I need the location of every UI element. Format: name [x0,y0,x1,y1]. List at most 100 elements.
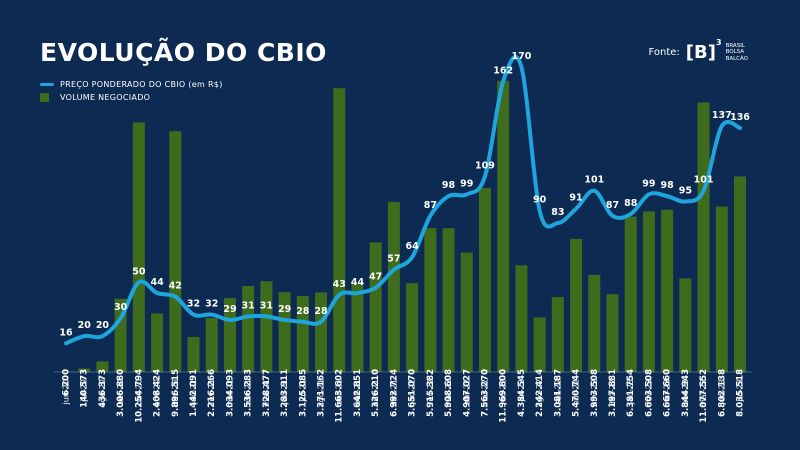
volume-bar [242,285,255,372]
x-tick-label: mai-23 [699,379,708,407]
price-label: 95 [679,186,692,197]
price-label: 99 [460,178,473,189]
chart-title: EVOLUÇÃO DO CBIO [40,38,327,67]
volume-bar [661,209,674,372]
volume-bars [60,80,746,373]
volume-bar [497,80,510,372]
volume-bar [315,292,328,372]
x-tick-label: dez-20 [171,379,180,406]
volume-label: 3.034.093 [225,369,235,417]
x-tick-label: mar-22 [444,379,453,408]
price-label: 44 [351,277,365,288]
x-tick-label: out-21 [353,379,362,405]
x-tick-label: mar-21 [225,379,234,408]
x-tick-label: fev-21 [207,379,216,404]
volume-label: 3.081.187 [553,369,563,417]
x-tick-label: set-20 [116,379,125,404]
volume-bar [296,295,309,372]
volume-label: 2.242.414 [535,369,545,417]
volume-bar [351,283,364,372]
volume-bar [442,228,455,372]
x-tick-label: abr-22 [462,379,471,405]
price-label: 28 [314,306,328,317]
price-label: 87 [424,200,437,211]
price-label: 28 [296,306,310,317]
x-tick-label: jan-22 [408,379,417,405]
volume-bar [642,211,655,372]
price-label: 29 [278,304,291,315]
volume-bar [278,292,291,372]
volume-bar [734,176,746,372]
x-tick-label: ago-21 [317,379,326,407]
price-label: 30 [114,302,128,313]
price-label: 43 [333,279,346,290]
volume-label: 3.006.880 [116,369,126,417]
price-label: 57 [387,254,400,265]
price-labels: 16 20 20 30 50 44 42 32 32 29 31 31 29 28 28 43 44 47 57 64… [59,51,750,338]
price-label: 32 [187,299,200,310]
price-label: 42 [169,281,182,292]
b3-logo: [B]3 BRASIL BOLSA BALCÃO [686,38,748,63]
price-label: 31 [242,300,255,311]
price-label: 88 [624,198,638,209]
volume-label: 3.993.508 [590,369,600,417]
volume-label: 7.563.270 [480,369,490,417]
volume-label: 9.896.515 [171,369,181,417]
volume-label: 11.663.602 [335,369,345,423]
x-tick-label: ago-22 [535,379,544,407]
volume-label: 2.216.266 [207,369,217,417]
volume-bar [715,206,728,372]
x-tick-label: mai-21 [262,379,271,407]
price-label: 98 [442,180,456,191]
legend-label-price: PREÇO PONDERADO DO CBIO (em R$) [60,80,223,89]
volume-label: 6.992.724 [389,369,399,417]
logo-text: BRASIL BOLSA BALCÃO [725,42,748,62]
price-label: 137 [712,110,732,121]
volume-bar [624,216,637,372]
volume-label: 2.408.424 [153,369,163,417]
volume-bar [223,298,236,372]
x-tick-label: mai-22 [480,379,489,407]
volume-bar [406,283,419,372]
source: Fonte: [B]3 BRASIL BOLSA BALCÃO [648,38,749,63]
source-label: Fonte: [648,47,680,58]
volume-bar [551,297,564,372]
volume-labels: 6.200 140.573 436.373 3.006.880 10.254.794 2.… [62,369,746,423]
volume-label: 4.384.545 [517,369,527,417]
volume-bar [187,336,200,372]
volume-label: 11.077.552 [699,369,709,423]
x-tick-label: set-21 [335,379,344,404]
price-label: 98 [661,180,675,191]
volume-label: 6.667.660 [663,369,673,417]
volume-bar [114,298,127,372]
price-label: 50 [132,266,146,277]
volume-bar [588,274,601,372]
volume-label: 1.442.091 [189,369,199,417]
x-tick-label: jul-21 [298,379,307,403]
x-tick-label: nov-21 [371,379,380,407]
volume-label: 6.802.138 [717,369,727,417]
volume-label: 6.381.754 [626,369,636,417]
legend-item-volume: VOLUME NEGOCIADO [40,91,223,104]
volume-label: 3.283.911 [280,369,290,417]
x-tick-label: jul-20 [80,379,89,403]
volume-label: 3.271.162 [317,369,327,417]
volume-bar [132,122,145,373]
volume-label: 4.907.027 [462,369,472,417]
x-tick-label: jun-23 [717,379,726,405]
legend-item-price: PREÇO PONDERADO DO CBIO (em R$) [40,78,223,91]
volume-bar [424,228,437,372]
price-label: 101 [584,175,604,186]
volume-label: 3.844.943 [681,369,691,417]
price-label: 136 [730,112,750,123]
x-tick-label: jun-21 [280,379,289,405]
volume-label: 3.642.851 [353,369,363,417]
volume-bar [697,102,710,373]
x-tick-label: fev-23 [644,379,653,404]
price-label: 29 [223,304,236,315]
volume-bar [333,88,346,373]
volume-label: 3.536.283 [244,369,254,417]
price-label: 170 [511,51,531,62]
x-tick-label: out-22 [572,379,581,405]
volume-bar [606,294,619,372]
